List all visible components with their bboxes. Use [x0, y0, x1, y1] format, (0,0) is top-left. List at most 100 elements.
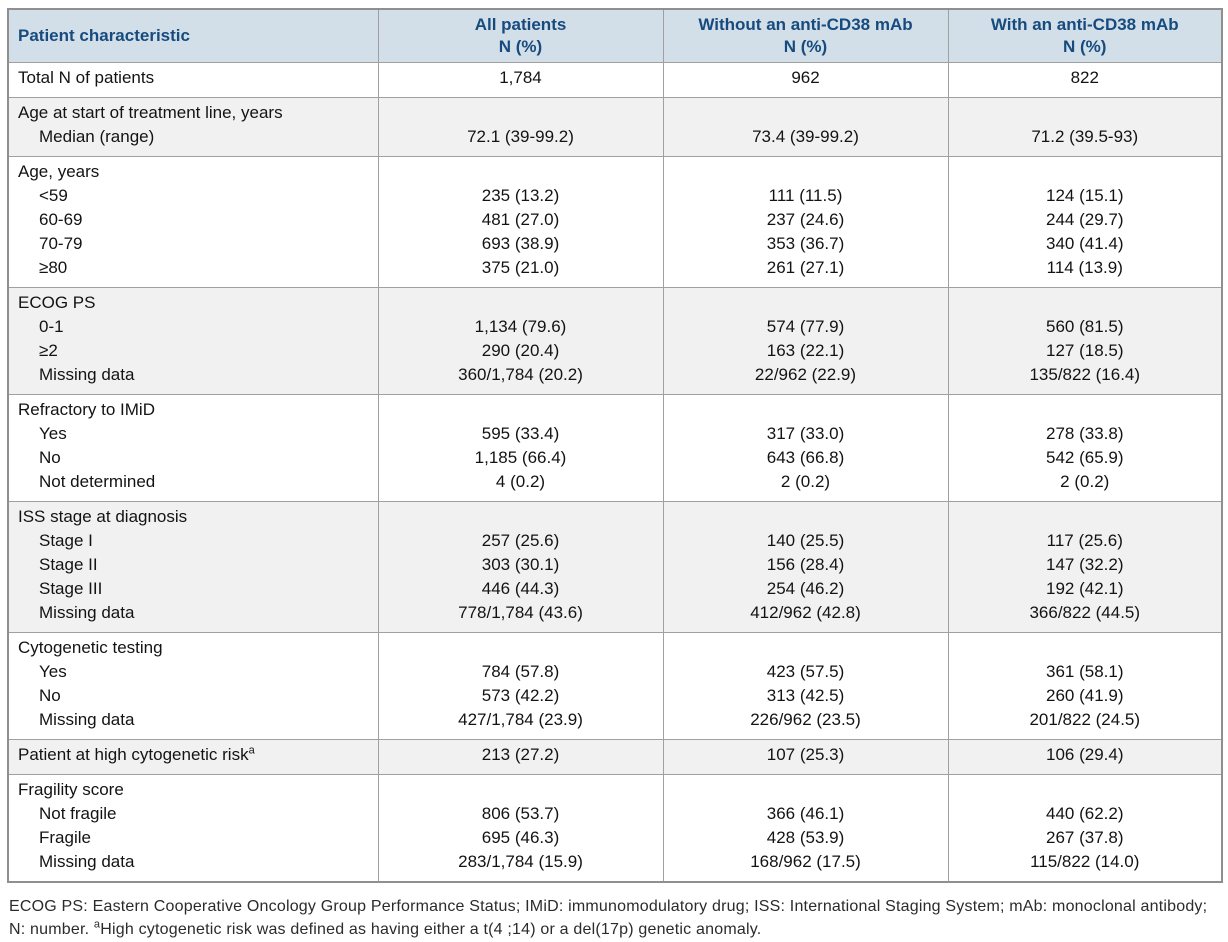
column-header-sublabel: N (%) [1063, 37, 1107, 56]
cell-value: 114 (13.9) [1046, 258, 1123, 277]
spacer [668, 160, 944, 184]
cell-value: 412/962 (42.8) [750, 603, 861, 622]
value-cell: 317 (33.0) 643 (66.8) 2 (0.2) [662, 394, 949, 502]
table-row-group: ISS stage at diagnosis Stage I Stage II Sta… [7, 501, 1223, 633]
group-label: ISS stage at diagnosis [18, 507, 188, 526]
spacer [383, 505, 659, 529]
row-label-cell: Fragility score Not fragile Fragile Missing… [7, 774, 379, 883]
cell-value: 423 (57.5) [766, 662, 845, 681]
table-row-group: Cytogenetic testing Yes No Missing data 784… [7, 632, 1223, 740]
sub-row-label: Missing data [39, 603, 135, 622]
table-row-group: Refractory to IMiD Yes No Not determined 59… [7, 394, 1223, 502]
sub-row-label: 70-79 [39, 234, 83, 253]
cell-value: 201/822 (24.5) [1029, 710, 1141, 729]
cell-value: 428 (53.9) [766, 828, 845, 847]
cell-value: 71.2 (39.5-93) [1031, 127, 1139, 146]
sub-row-label: Stage III [39, 579, 103, 598]
sub-row-label: Fragile [39, 828, 91, 847]
column-header-label: Without an anti-CD38 mAb [698, 15, 913, 34]
cell-value: 340 (41.4) [1046, 234, 1124, 253]
cell-value: 168/962 (17.5) [750, 852, 861, 871]
spacer [383, 101, 659, 125]
value-cell: 124 (15.1) 244 (29.7) 340 (41.4) 114 (13.9) [947, 156, 1223, 288]
table-row-group: Fragility score Not fragile Fragile Missing… [7, 774, 1223, 883]
spacer [953, 636, 1218, 660]
value-cell: 595 (33.4) 1,185 (66.4) 4 (0.2) [377, 394, 664, 502]
cell-value: 366 (46.1) [766, 804, 845, 823]
cell-value: 2 (0.2) [1060, 472, 1110, 491]
sub-row-label: Yes [39, 424, 67, 443]
value-cell: 440 (62.2) 267 (37.8) 115/822 (14.0) [947, 774, 1223, 883]
cell-value: 73.4 (39-99.2) [752, 127, 859, 146]
spacer [668, 505, 944, 529]
cell-value: 124 (15.1) [1046, 186, 1124, 205]
table-header: Patient characteristic All patients N (%… [7, 8, 1223, 63]
cell-value: 778/1,784 (43.6) [458, 603, 583, 622]
header-row: Patient characteristic All patients N (%… [7, 8, 1223, 63]
value-cell: 106 (29.4) [947, 739, 1223, 775]
sub-row-label: ≥80 [39, 258, 68, 277]
cell-value: 481 (27.0) [481, 210, 560, 229]
cell-value: 693 (38.9) [481, 234, 560, 253]
row-label-cell: Total N of patients [7, 62, 379, 98]
cell-value: 244 (29.7) [1046, 210, 1124, 229]
cell-value: 313 (42.5) [766, 686, 845, 705]
spacer [953, 778, 1218, 802]
sub-row-label: No [39, 686, 61, 705]
value-cell: 278 (33.8) 542 (65.9) 2 (0.2) [947, 394, 1223, 502]
spacer [668, 636, 944, 660]
spacer [668, 778, 944, 802]
column-header-sublabel: N (%) [498, 37, 543, 56]
value-cell: 140 (25.5) 156 (28.4) 254 (46.2) 412/962 (4… [662, 501, 949, 633]
group-label: ECOG PS [18, 293, 96, 312]
footnote-marker: a [248, 744, 255, 757]
cell-value: 353 (36.7) [766, 234, 845, 253]
cell-value: 147 (32.2) [1046, 555, 1124, 574]
value-cell: 1,134 (79.6) 290 (20.4) 360/1,784 (20.2) [377, 287, 664, 395]
row-label-cell: ISS stage at diagnosis Stage I Stage II Sta… [7, 501, 379, 633]
value-cell: 574 (77.9) 163 (22.1) 22/962 (22.9) [662, 287, 949, 395]
table-row-group: Age, years <59 60-69 70-79 ≥80 235 (13.2) 481… [7, 156, 1223, 288]
column-header-all-patients: All patients N (%) [377, 8, 664, 63]
spacer [383, 160, 659, 184]
row-label-cell: ECOG PS 0-1 ≥2 Missing data [7, 287, 379, 395]
cell-value: 115/822 (14.0) [1030, 852, 1140, 871]
value-cell: 71.2 (39.5-93) [947, 97, 1223, 157]
cell-value: 192 (42.1) [1046, 579, 1124, 598]
row-label-cell: Patient at high cytogenetic riska [7, 739, 379, 775]
spacer [953, 398, 1218, 422]
cell-value: 257 (25.6) [481, 531, 560, 550]
value-cell: 72.1 (39-99.2) [377, 97, 664, 157]
value-cell: 806 (53.7) 695 (46.3) 283/1,784 (15.9) [377, 774, 664, 883]
cell-value: 226/962 (23.5) [750, 710, 861, 729]
cell-value: 127 (18.5) [1046, 341, 1124, 360]
group-label: Refractory to IMiD [18, 400, 155, 419]
sub-row-label: ≥2 [39, 341, 58, 360]
spacer [383, 778, 659, 802]
value-cell: 962 [662, 62, 949, 98]
column-header-with-anti-cd38: With an anti-CD38 mAb N (%) [947, 8, 1223, 63]
cell-value: 595 (33.4) [481, 424, 560, 443]
value-cell: 784 (57.8) 573 (42.2) 427/1,784 (23.9) [377, 632, 664, 740]
cell-value: 643 (66.8) [766, 448, 845, 467]
sub-row-label: Stage II [39, 555, 98, 574]
row-label-cell: Age, years <59 60-69 70-79 ≥80 [7, 156, 379, 288]
cell-value: 237 (24.6) [766, 210, 845, 229]
value-cell: 213 (27.2) [377, 739, 664, 775]
sub-row-label: Yes [39, 662, 67, 681]
value-cell: 361 (58.1) 260 (41.9) 201/822 (24.5) [947, 632, 1223, 740]
column-header-label: All patients [474, 15, 567, 34]
value-cell: 366 (46.1) 428 (53.9) 168/962 (17.5) [662, 774, 949, 883]
cell-value: 254 (46.2) [766, 579, 845, 598]
spacer [383, 291, 659, 315]
sub-row-label: Not determined [39, 472, 156, 491]
cell-value: 22/962 (22.9) [754, 365, 857, 384]
footnote-definition: High cytogenetic risk was defined as hav… [100, 921, 762, 938]
sub-row-label: <59 [39, 186, 68, 205]
sub-row-label: Missing data [39, 365, 135, 384]
cell-value: 375 (21.0) [481, 258, 560, 277]
sub-row-label: Missing data [39, 852, 135, 871]
cell-value: 360/1,784 (20.2) [458, 365, 583, 384]
value-cell: 560 (81.5) 127 (18.5) 135/822 (16.4) [947, 287, 1223, 395]
